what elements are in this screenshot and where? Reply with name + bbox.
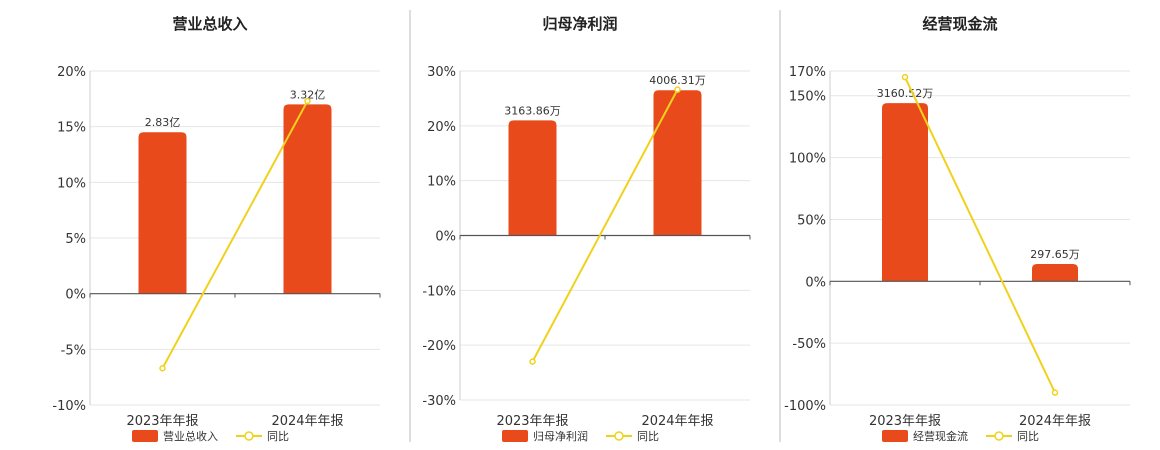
bar-1 [138,132,187,294]
y-tick-label: 0% [65,288,86,303]
bar-2 [283,104,332,294]
legend-bar-label: 经营现金流 [913,429,968,443]
bar-2 [653,90,702,236]
bar-data-label: 4006.31万 [649,74,706,87]
y-tick-label: 0% [435,230,456,245]
category-label: 2024年年报 [641,414,713,429]
yoy-point-1 [901,73,909,81]
legend-bar-label: 营业总收入 [163,429,218,443]
legend-bar-swatch [132,430,158,442]
bar-1 [508,120,557,236]
y-tick-label: 5% [65,232,86,247]
y-tick-label: 50% [797,213,826,228]
category-label: 2023年年报 [869,414,941,429]
y-tick-label: -10% [422,284,456,299]
yoy-line [531,89,679,363]
legend-bar-swatch [502,430,528,442]
bar-2 [1032,263,1078,282]
chart-title-2: 归母净利润 [542,15,617,33]
y-tick-label: 10% [57,176,86,191]
y-tick-label: 15% [57,121,86,136]
y-tick-label: 10% [427,175,456,190]
y-tick-label: 20% [427,120,456,135]
y-tick-label: 150% [789,90,826,105]
bar-data-label: 3.32亿 [290,88,326,101]
legend-bar-swatch [882,430,908,442]
y-tick-label: -30% [422,394,456,409]
legend-line-marker [244,431,254,441]
bar-data-label: 297.65万 [1030,248,1080,261]
yoy-point-1 [159,365,166,372]
y-tick-label: 20% [57,65,86,80]
legend-line-marker [614,431,624,441]
legend-line-label: 同比 [1017,430,1039,443]
bar-data-label: 3160.52万 [877,87,934,100]
yoy-line [161,100,309,369]
y-tick-label: -20% [422,339,456,354]
yoy-point-2 [674,86,681,93]
y-tick-label: 100% [789,152,826,167]
y-tick-label: -5% [61,343,86,358]
chart-title-3: 经营现金流 [922,15,997,33]
category-label: 2024年年报 [1019,414,1091,429]
y-tick-label: 170% [789,65,826,80]
bar-1 [882,103,928,282]
yoy-point-2 [1051,389,1059,396]
y-tick-label: -10% [52,399,86,414]
category-label: 2023年年报 [126,414,198,429]
legend-line-label: 同比 [267,430,289,443]
y-tick-label: -50% [792,337,826,352]
legend-line-marker [994,431,1004,441]
y-tick-label: -100% [784,399,826,414]
yoy-point-2 [304,97,311,105]
category-label: 2023年年报 [496,414,568,429]
y-tick-label: 30% [427,65,456,80]
category-label: 2024年年报 [271,414,343,429]
legend-line-label: 同比 [637,430,659,443]
legend-bar-label: 归母净利润 [533,429,588,443]
chart-title-1: 营业总收入 [172,15,247,33]
bar-data-label: 3163.86万 [504,104,561,117]
bar-data-label: 2.83亿 [145,116,181,129]
y-tick-label: 0% [805,275,826,290]
yoy-line [904,76,1056,394]
yoy-point-1 [529,358,536,365]
